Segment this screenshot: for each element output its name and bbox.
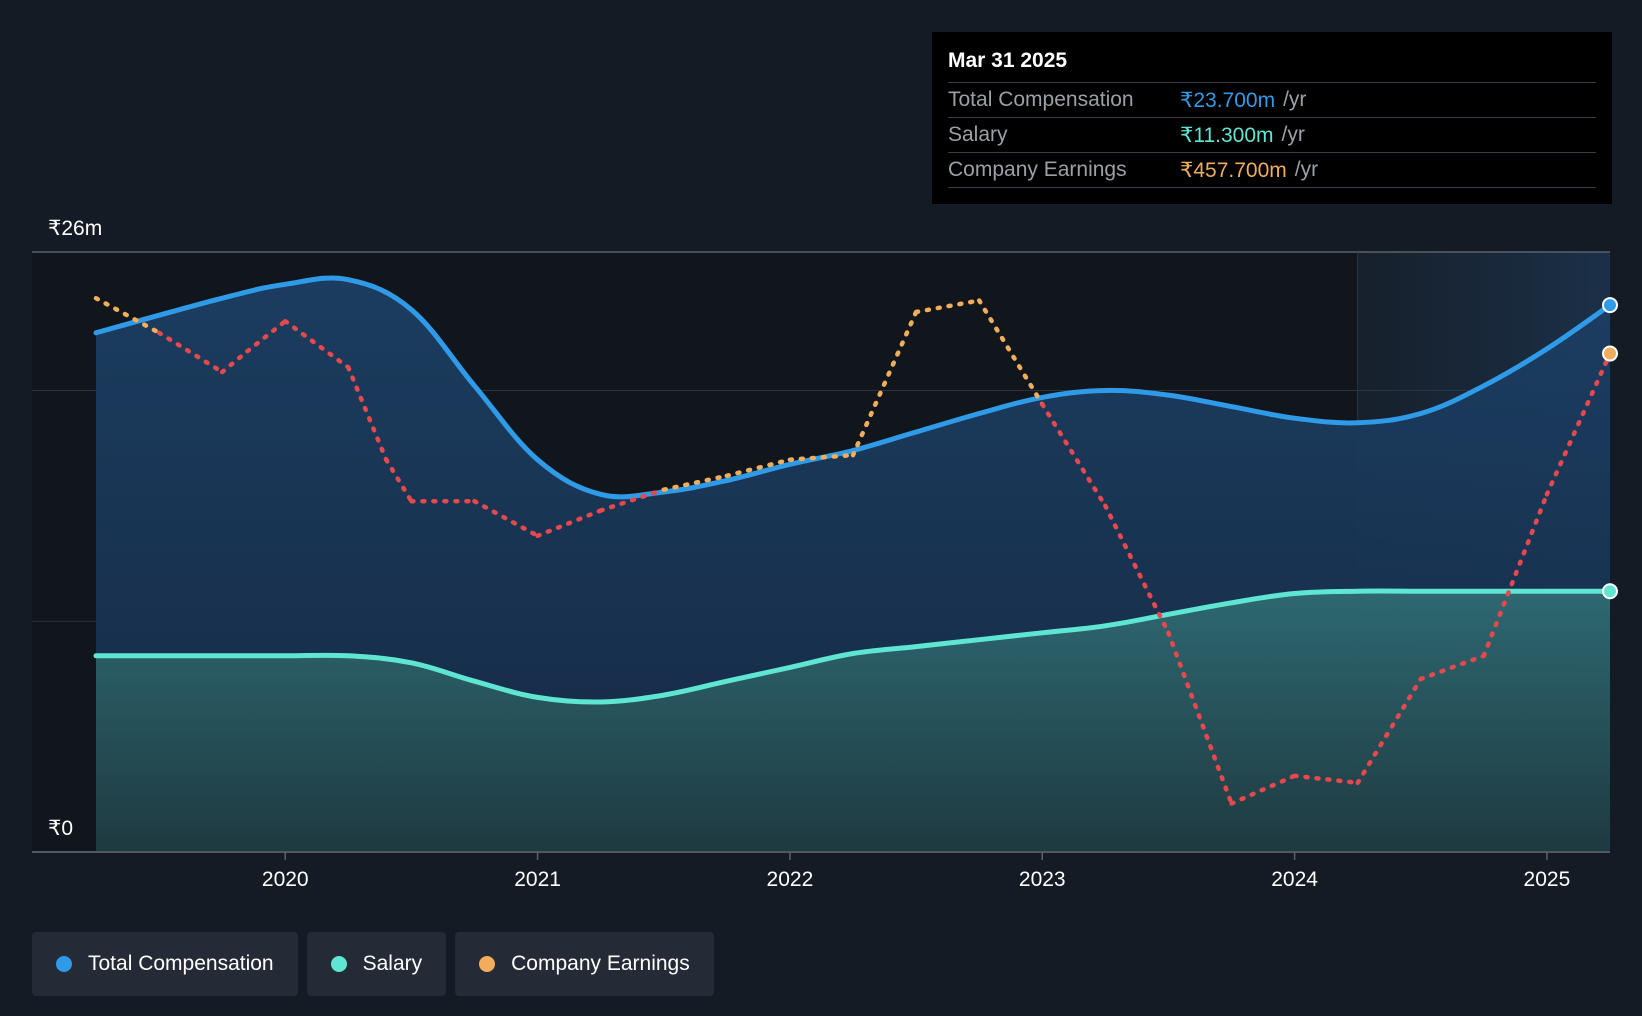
y-axis-bottom-label: ₹0 xyxy=(48,817,74,840)
legend-label: Salary xyxy=(362,952,423,975)
tooltip-label: Company Earnings xyxy=(948,158,1127,181)
earnings-segment xyxy=(1481,492,1550,659)
tooltip-value: ₹23.700m xyxy=(1180,88,1276,112)
company-earnings-marker xyxy=(1602,345,1618,362)
earnings-segment xyxy=(598,487,667,513)
tooltip-unit: /yr xyxy=(1283,88,1307,111)
total-compensation-marker xyxy=(1602,297,1618,314)
earnings-segment xyxy=(1418,653,1487,682)
x-tick-label: 2022 xyxy=(767,868,814,891)
earnings-segment xyxy=(472,498,540,539)
x-tick-label: 2020 xyxy=(262,868,309,891)
x-tick-label: 2021 xyxy=(514,868,561,891)
legend-label: Total Compensation xyxy=(88,952,274,975)
legend-item-salary[interactable]: Salary xyxy=(306,932,447,996)
legend-dot-icon xyxy=(56,956,72,972)
end-markers xyxy=(1602,297,1618,600)
salary-area xyxy=(96,591,1610,852)
earnings-segment xyxy=(535,508,603,539)
salary-marker xyxy=(1602,583,1618,600)
earnings-segment xyxy=(1229,773,1297,806)
earnings-segment xyxy=(661,473,730,492)
earnings-segment xyxy=(93,295,162,336)
tooltip-label: Total Compensation xyxy=(948,88,1134,111)
tooltip-row-company-earnings: Company Earnings ₹457.700m /yr xyxy=(948,153,1596,188)
salary-line xyxy=(93,588,1613,705)
x-tick-label: 2024 xyxy=(1271,868,1318,891)
company-earnings-line xyxy=(93,295,1613,806)
earnings-segment xyxy=(1544,351,1613,497)
total-compensation-line xyxy=(93,275,1613,500)
tooltip-unit: /yr xyxy=(1294,158,1319,181)
earnings-segment xyxy=(156,330,225,375)
earnings-segment xyxy=(787,452,856,462)
earnings-segment xyxy=(850,309,919,458)
earnings-segment xyxy=(976,298,1045,407)
earnings-segment xyxy=(1103,503,1171,636)
earnings-segment xyxy=(724,457,793,479)
x-tick-label: 2023 xyxy=(1019,868,1066,891)
tooltip-row-total-compensation: Total Compensation ₹23.700m /yr xyxy=(948,83,1596,118)
earnings-segment xyxy=(383,457,414,504)
legend-label: Company Earnings xyxy=(511,952,690,975)
legend: Total Compensation Salary Company Earnin… xyxy=(32,932,714,996)
tooltip-row-salary: Salary ₹11.300m /yr xyxy=(948,118,1596,153)
earnings-segment xyxy=(913,298,982,315)
legend-item-total-compensation[interactable]: Total Compensation xyxy=(32,932,298,996)
tooltip-value: ₹11.300m xyxy=(1180,123,1274,147)
legend-dot-icon xyxy=(479,956,496,972)
earnings-segment xyxy=(245,318,288,354)
earnings-segment xyxy=(1292,773,1360,786)
x-axis: 2020 2021 2022 2023 2024 2025 xyxy=(32,851,1610,891)
earnings-segment xyxy=(1355,676,1424,786)
tooltip-value: ₹457.700m xyxy=(1180,158,1287,182)
earnings-segment xyxy=(283,318,351,370)
tooltip-unit: /yr xyxy=(1281,123,1305,146)
legend-item-company-earnings[interactable]: Company Earnings xyxy=(455,932,714,996)
legend-dot-icon xyxy=(330,956,347,972)
earnings-segment xyxy=(1166,630,1234,806)
y-axis-top-label: ₹26m xyxy=(48,217,103,240)
earnings-segment xyxy=(1040,402,1108,509)
x-tick-label: 2025 xyxy=(1524,868,1571,891)
tooltip: Mar 31 2025 Total Compensation ₹23.700m … xyxy=(932,32,1612,204)
tooltip-date: Mar 31 2025 xyxy=(948,46,1596,83)
tooltip-label: Salary xyxy=(948,123,1008,146)
